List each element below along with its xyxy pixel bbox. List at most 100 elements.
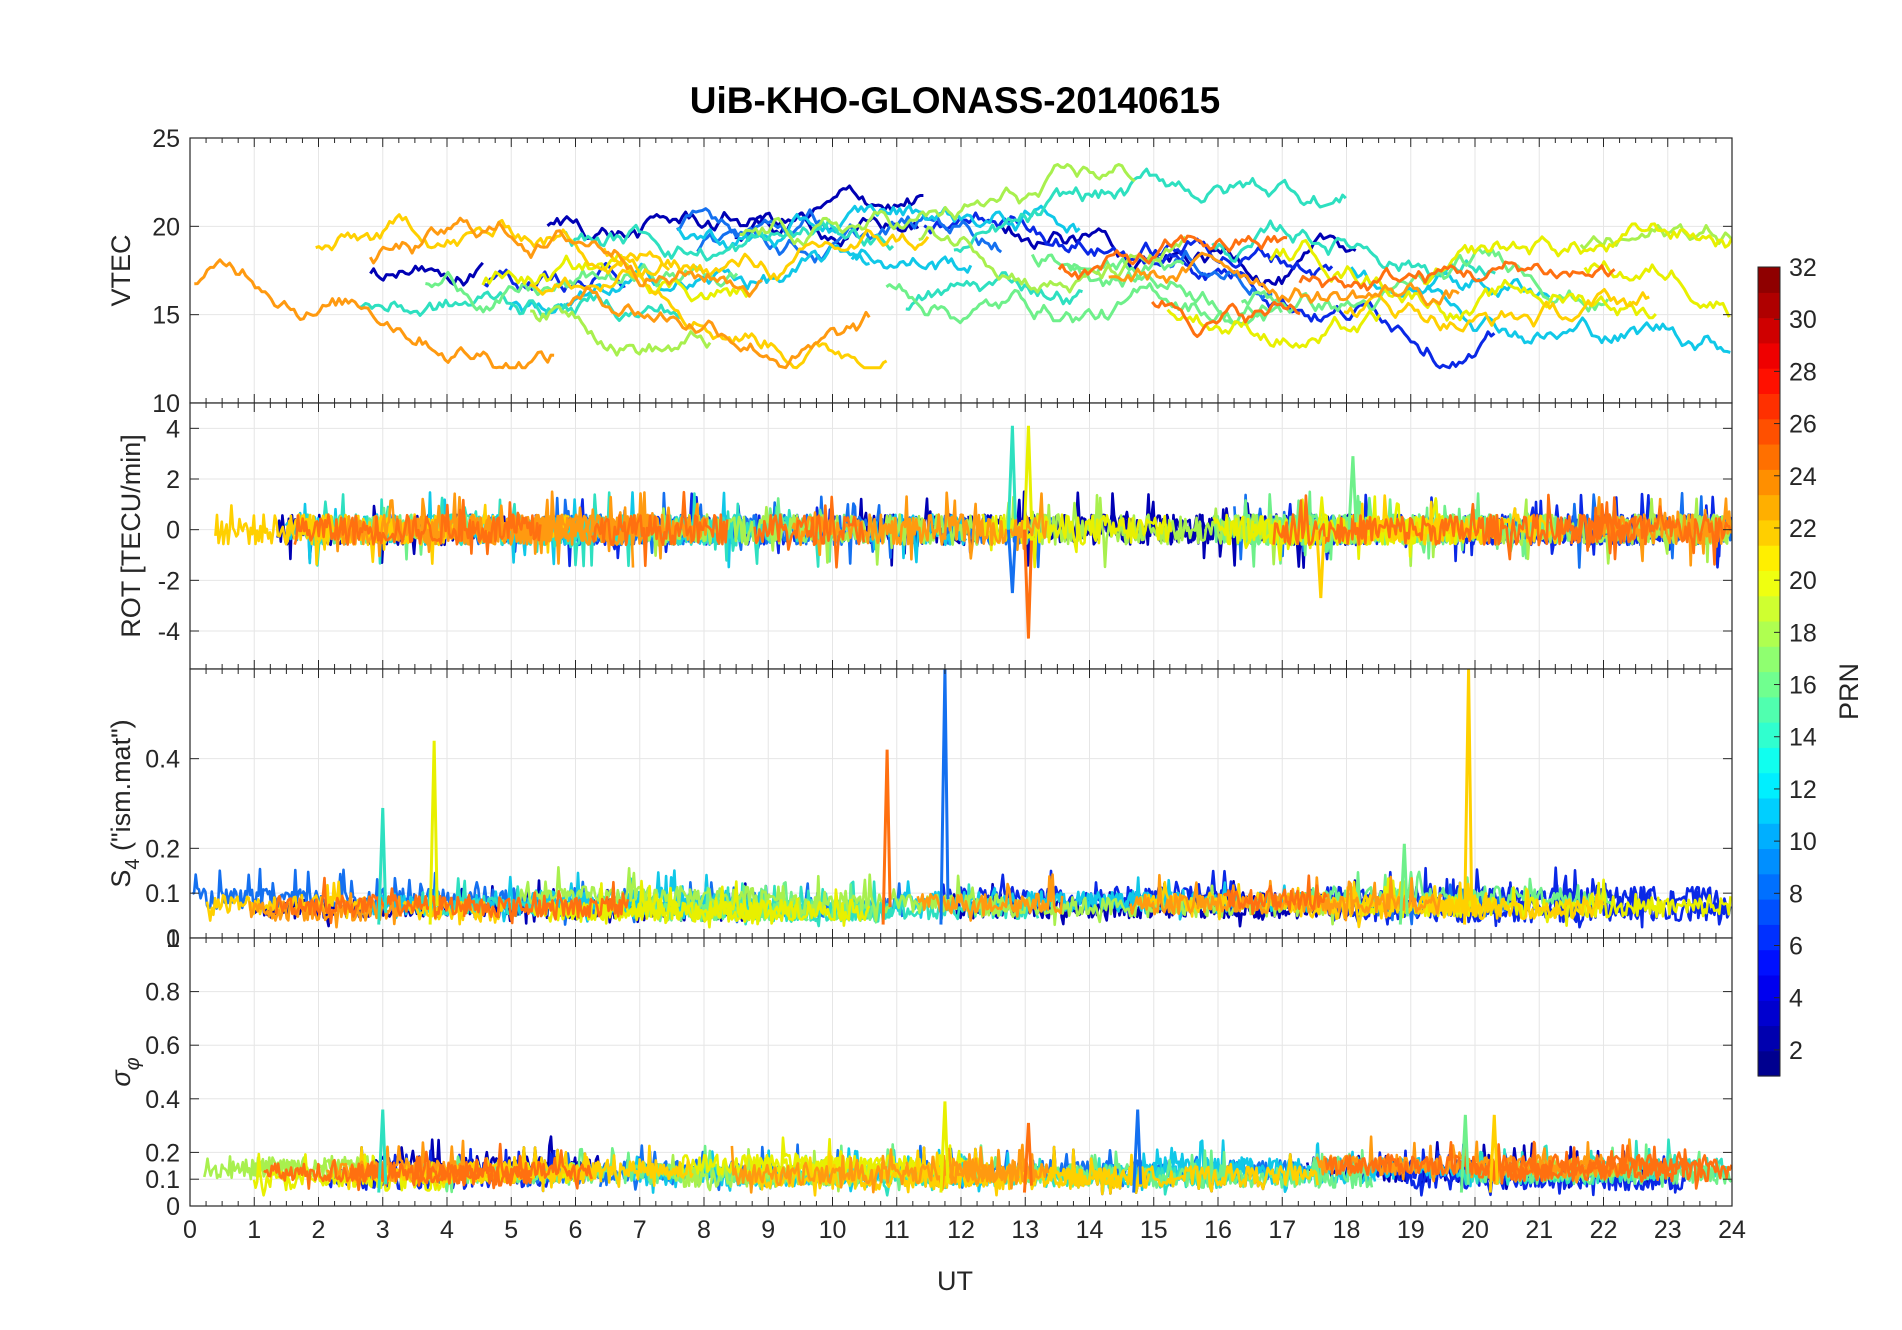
colorbar-swatch <box>1758 949 1780 976</box>
series-line-prn-19 <box>1583 260 1731 318</box>
series-line-prn-13 <box>953 167 1347 253</box>
x-axis-label: UT <box>937 1266 973 1296</box>
series-line-prn-24 <box>293 498 542 556</box>
series-line-prn-17 <box>739 163 1136 248</box>
x-tick-label: 14 <box>1076 1216 1104 1244</box>
y-tick-label: 0.1 <box>145 1166 180 1194</box>
series-line-prn-15 <box>425 263 739 314</box>
colorbar-frame <box>1757 266 1781 1077</box>
y-tick-label: 25 <box>152 125 180 153</box>
traces-vtec <box>194 163 1732 370</box>
y-tick-label: 0 <box>166 1193 180 1221</box>
series-line-prn-24 <box>274 876 472 925</box>
y-tick-label: 0.1 <box>145 880 180 908</box>
x-tick-label: 17 <box>1268 1216 1296 1244</box>
y-axis-label-rest: ("ism.mat") <box>106 719 136 858</box>
spike-mark <box>377 807 388 925</box>
colorbar-swatch <box>1758 722 1780 748</box>
x-tick-label: 13 <box>1011 1216 1039 1244</box>
series-line-prn-19 <box>1422 222 1732 286</box>
colorbar-swatch <box>1758 1025 1780 1052</box>
colorbar-swatch <box>1758 797 1780 824</box>
spike-mark <box>1315 529 1326 599</box>
series-line-prn-24 <box>462 880 630 925</box>
spike-mark <box>1463 669 1474 925</box>
x-tick-label: 11 <box>884 1216 910 1244</box>
colorbar-tick-label: 22 <box>1789 515 1817 543</box>
colorbar-swatch <box>1758 595 1780 622</box>
spike-mark <box>939 1101 950 1193</box>
series-line-prn-24 <box>1057 234 1288 280</box>
x-tick-label: 20 <box>1461 1216 1489 1244</box>
series-line-prn-19 <box>981 513 1173 569</box>
colorbar-tick-label: 6 <box>1789 933 1803 961</box>
series-line-prn-17 <box>530 305 712 357</box>
spike-mark <box>1132 1109 1143 1193</box>
series-line-prn-23 <box>1108 251 1460 307</box>
x-tick-label: 0 <box>183 1216 197 1244</box>
colorbar-swatch <box>1758 1000 1780 1027</box>
x-tick-label: 8 <box>697 1216 711 1244</box>
series-line-prn-15 <box>885 282 1283 326</box>
panel-rot: -4 -2 0 2 4 ROT [TECU/min] <box>116 402 1733 670</box>
colorbar-swatch <box>1758 519 1780 546</box>
chart-title: UiB-KHO-GLONASS-20140615 <box>690 80 1220 121</box>
x-tick-label: 23 <box>1654 1216 1682 1244</box>
y-axis-label-main: σ <box>106 1069 136 1087</box>
colorbar-swatch <box>1758 292 1780 319</box>
series-line-prn-8 <box>676 207 1003 264</box>
x-tick-label: 21 <box>1525 1216 1553 1244</box>
series-line-prn-24 <box>753 495 866 569</box>
series-line-prn-21 <box>1288 880 1605 929</box>
colorbar-tick-label: 4 <box>1789 985 1803 1013</box>
colorbar-swatch <box>1758 696 1780 723</box>
colorbar-swatch <box>1758 545 1780 571</box>
series-line-prn-23 <box>194 258 555 370</box>
series-line-prn-11 <box>850 248 973 274</box>
y-axis-label-sub: 4 <box>122 859 144 870</box>
colorbar-tick-label: 30 <box>1789 306 1817 334</box>
spike-mark <box>1398 843 1409 925</box>
colorbar-swatch <box>1758 873 1780 900</box>
y-tick-label: 0 <box>166 517 180 545</box>
series-line-prn-24 <box>1151 299 1301 338</box>
colorbar-tick-label: 16 <box>1789 672 1817 700</box>
y-tick-label: 20 <box>152 213 180 241</box>
y-tick-label: 10 <box>152 390 180 418</box>
colorbar-swatch <box>1758 823 1780 850</box>
panel-s4: 00.10.20.4S4 ("ism.mat") <box>106 668 1733 953</box>
colorbar-swatch <box>1758 342 1780 369</box>
series-line-prn-5 <box>1139 253 1496 370</box>
series-line-prn-24 <box>591 490 729 568</box>
colorbar-tick-label: 12 <box>1789 776 1817 804</box>
series-line-prn-23 <box>730 1145 1034 1194</box>
colorbar-swatch <box>1758 646 1780 673</box>
x-tick-label: 7 <box>633 1216 647 1244</box>
traces-rot <box>214 425 1732 639</box>
series-line-prn-24 <box>1298 260 1616 292</box>
series-line-prn-21 <box>529 228 930 296</box>
x-tick-label: 9 <box>761 1216 775 1244</box>
series-line-prn-24 <box>1473 1140 1732 1190</box>
series-line-prn-24 <box>1222 874 1328 916</box>
colorbar-tick-label: 26 <box>1789 411 1817 439</box>
series-line-prn-13 <box>905 271 1083 311</box>
series-line-prn-13 <box>358 290 682 322</box>
x-tick-label: 18 <box>1333 1216 1361 1244</box>
spike-mark <box>939 669 950 925</box>
panel-vtec: 10 15 20 25 VTEC <box>106 125 1733 418</box>
spike-mark <box>1022 1122 1033 1193</box>
y-axis-label-vtec: VTEC <box>106 234 136 306</box>
colorbar-tick-label: 14 <box>1789 724 1817 752</box>
y-tick-label: 0.6 <box>145 1032 180 1060</box>
spike-mark <box>1488 1114 1499 1193</box>
traces-sigma <box>203 1101 1732 1197</box>
colorbar-swatch <box>1758 671 1780 698</box>
colorbar-swatch <box>1758 772 1780 799</box>
colorbar-tick-label: 32 <box>1789 254 1817 282</box>
colorbar-swatch <box>1758 494 1780 521</box>
y-axis-label-sub: φ <box>122 1057 144 1070</box>
